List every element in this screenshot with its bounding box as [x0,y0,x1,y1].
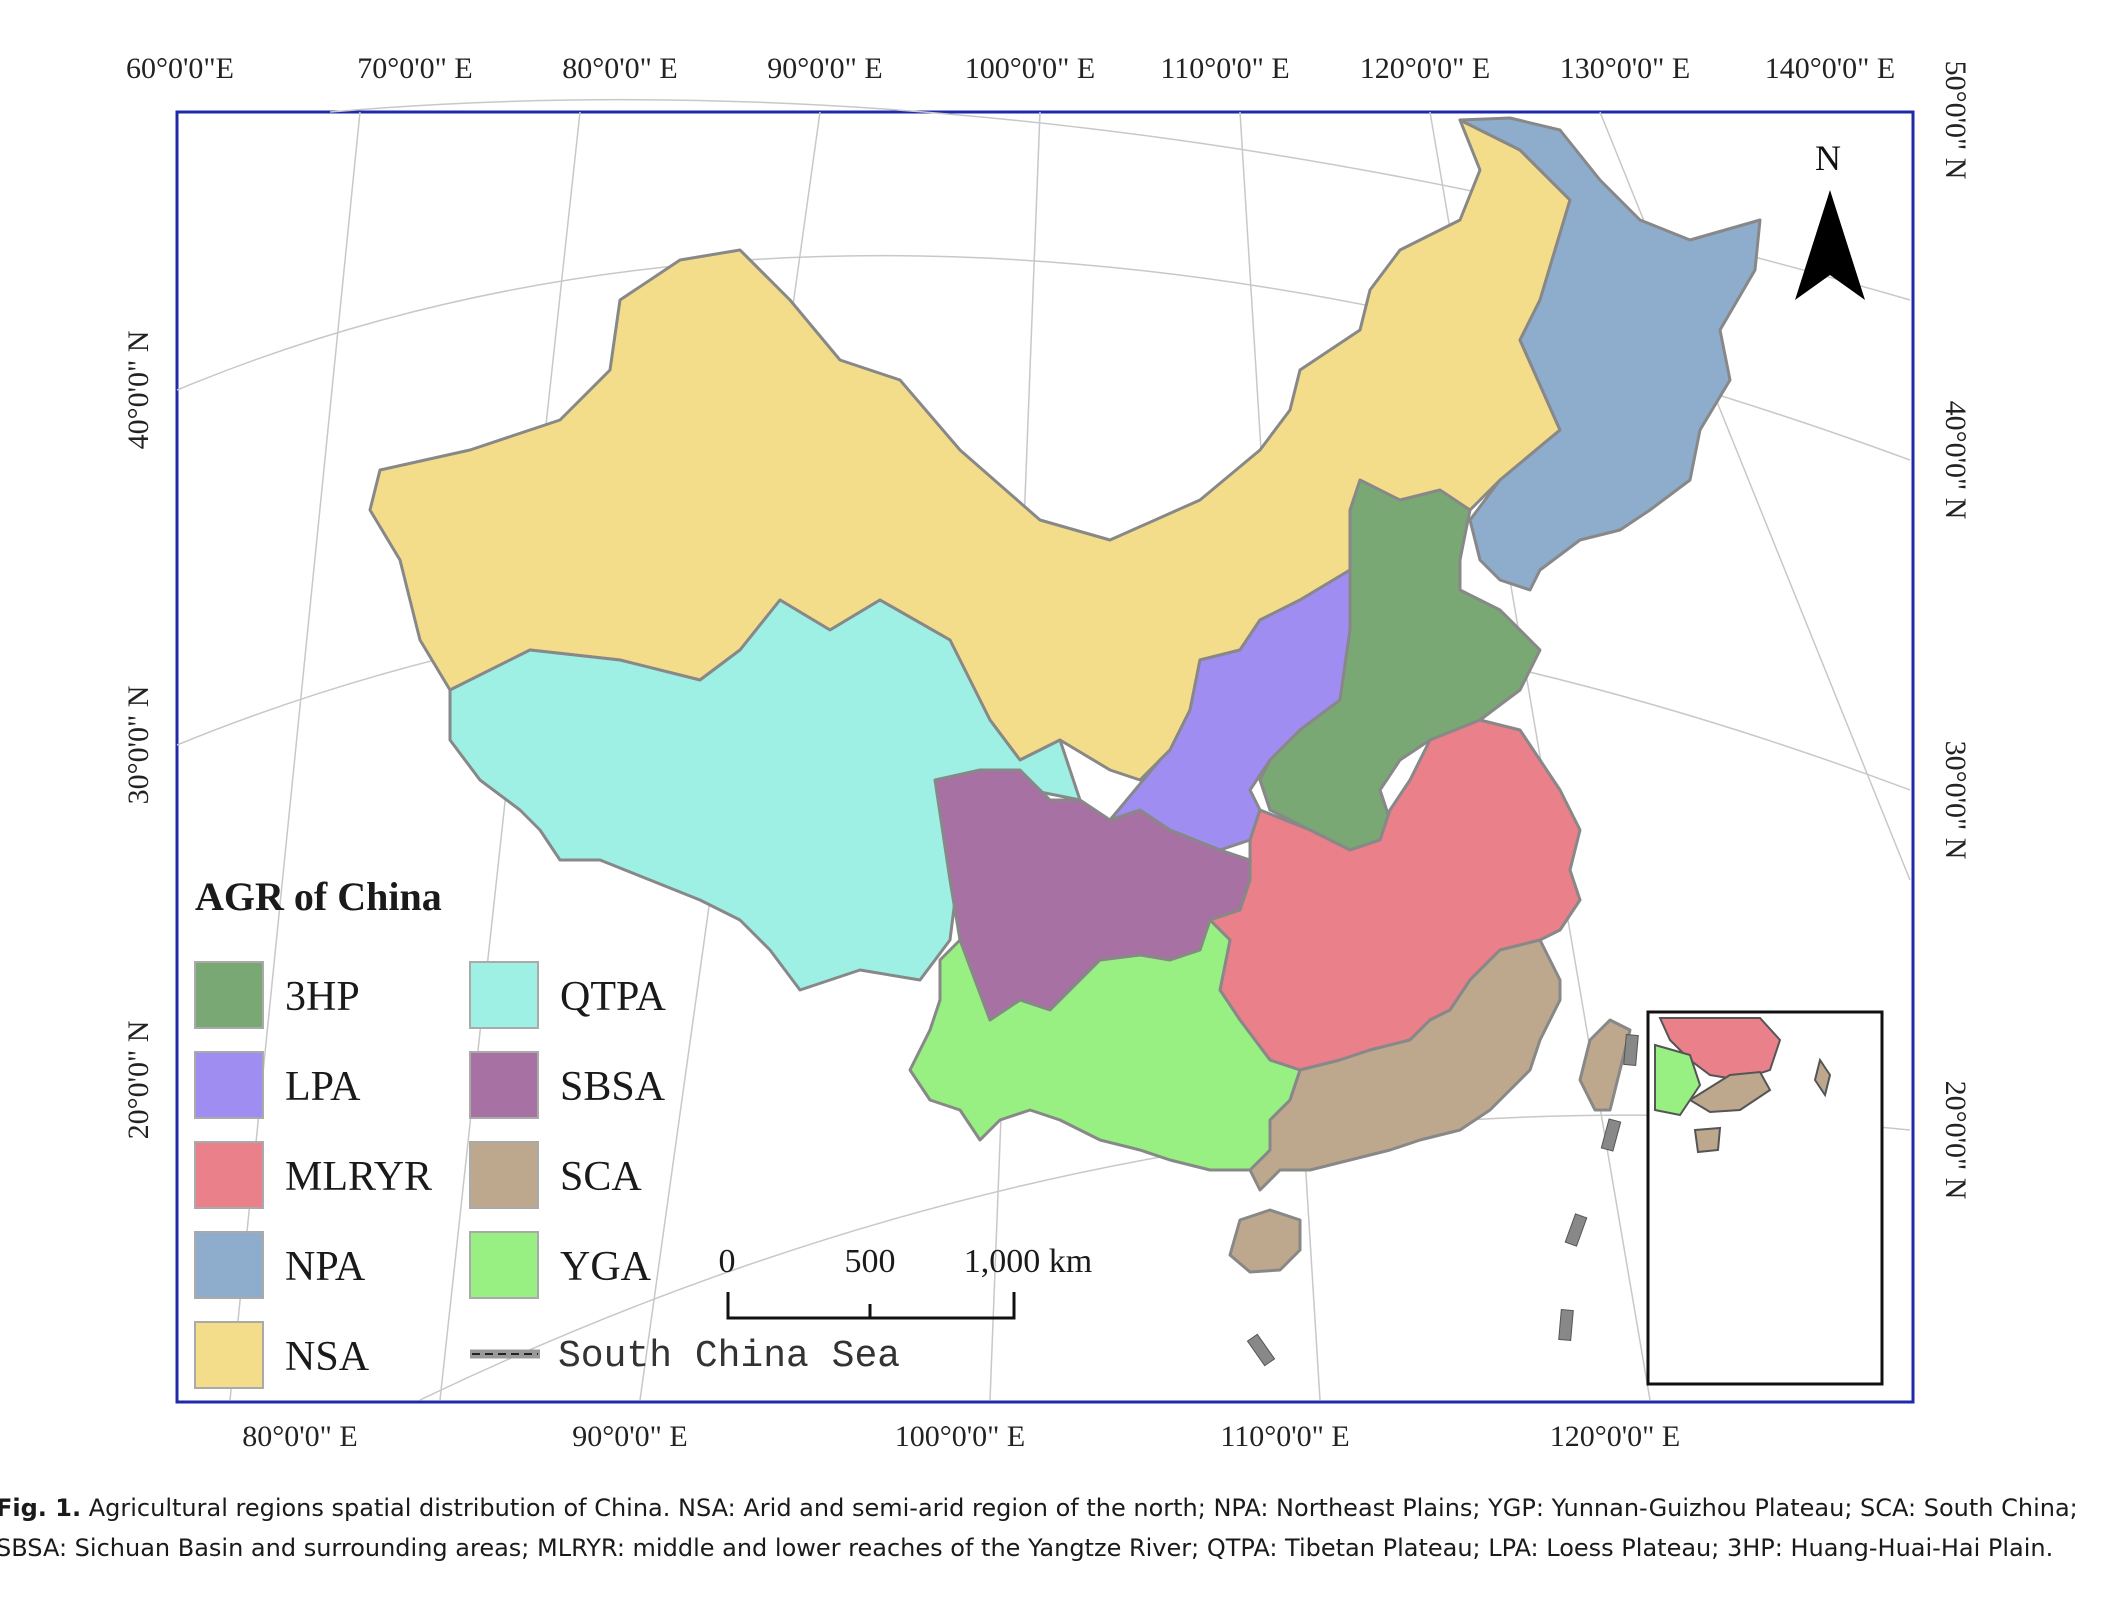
legend-label-mlryr: MLRYR [285,1154,432,1200]
figure-caption: Fig. 1. Agricultural regions spatial dis… [0,1488,2106,1568]
legend-label-yga: YGA [560,1244,652,1290]
left-tick-label: 40°0'0" N [122,331,155,450]
legend-label-npa: NPA [285,1244,366,1290]
scale-bar: 0 500 1,000 km [719,1243,1092,1320]
top-tick-label: 70°0'0" E [357,52,472,85]
legend-swatch-qtpa [469,961,539,1029]
region-sca-hainan [1228,1208,1302,1274]
legend-swatch-mlryr [194,1141,264,1209]
right-tick-label: 30°0'0" N [1939,741,1972,860]
figure-label: Fig. 1. [0,1494,82,1522]
right-axis-ticks: 50°0'0" N 40°0'0" N 30°0'0" N 20°0'0" N [1939,61,1972,1200]
legend-label-qtpa: QTPA [560,974,666,1020]
south-china-sea-inset [1646,1010,1884,1386]
bottom-tick-label: 110°0'0" E [1220,1420,1349,1453]
scale-label-0: 0 [719,1243,736,1280]
nine-dash-line [1246,1033,1639,1367]
legend-label-south-china-sea: South China Sea [558,1335,900,1378]
bottom-tick-label: 120°0'0" E [1550,1420,1680,1453]
region-yga [908,918,1302,1172]
agricultural-regions [368,116,1762,1274]
left-tick-label: 30°0'0" N [122,686,155,805]
top-tick-label: 80°0'0" E [562,52,677,85]
legend-swatch-sca [469,1141,539,1209]
bottom-tick-label: 90°0'0" E [572,1420,687,1453]
top-tick-label: 120°0'0" E [1360,52,1490,85]
bottom-tick-label: 100°0'0" E [895,1420,1025,1453]
legend-swatch-lpa [194,1051,264,1119]
caption-text: Agricultural regions spatial distributio… [0,1494,2078,1562]
bottom-tick-label: 80°0'0" E [242,1420,357,1453]
right-tick-label: 50°0'0" N [1939,61,1972,180]
scale-label-1000: 1,000 km [964,1243,1092,1280]
north-arrow-icon [1795,190,1865,300]
legend-label-lpa: LPA [285,1064,361,1110]
legend-swatch-npa [194,1231,264,1299]
top-tick-label: 90°0'0" E [767,52,882,85]
top-tick-label: 100°0'0" E [965,52,1095,85]
region-lpa [1108,568,1352,852]
left-axis-ticks: 40°0'0" N 30°0'0" N 20°0'0" N [122,331,155,1140]
right-tick-label: 20°0'0" N [1939,1081,1972,1200]
left-tick-label: 20°0'0" N [122,1021,155,1140]
right-tick-label: 40°0'0" N [1939,401,1972,520]
north-arrow-label: N [1815,138,1841,178]
legend-swatch-sbsa [469,1051,539,1119]
legend-swatch-3hp [194,961,264,1029]
legend-label-3hp: 3HP [285,974,360,1020]
region-npa [1458,116,1762,592]
legend-label-sbsa: SBSA [560,1064,666,1110]
scale-label-500: 500 [845,1243,896,1280]
top-tick-label: 60°0'0"E [126,52,234,85]
bottom-axis-ticks: 80°0'0" E 90°0'0" E 100°0'0" E 110°0'0" … [242,1420,1680,1453]
top-tick-label: 130°0'0" E [1560,52,1690,85]
legend: 3HP QTPA LPA SBSA MLRYR SCA NPA YGA NSA … [194,961,900,1389]
top-tick-label: 140°0'0" E [1765,52,1895,85]
top-tick-label: 110°0'0" E [1160,52,1289,85]
legend-swatch-yga [469,1231,539,1299]
legend-swatch-nsa [194,1321,264,1389]
legend-label-nsa: NSA [285,1334,370,1380]
region-sca [1248,938,1562,1192]
legend-title: AGR of China [195,874,442,919]
region-3hp [1258,478,1542,852]
legend-label-sca: SCA [560,1154,642,1200]
top-axis-ticks: 60°0'0"E 70°0'0" E 80°0'0" E 90°0'0" E 1… [126,52,1895,85]
